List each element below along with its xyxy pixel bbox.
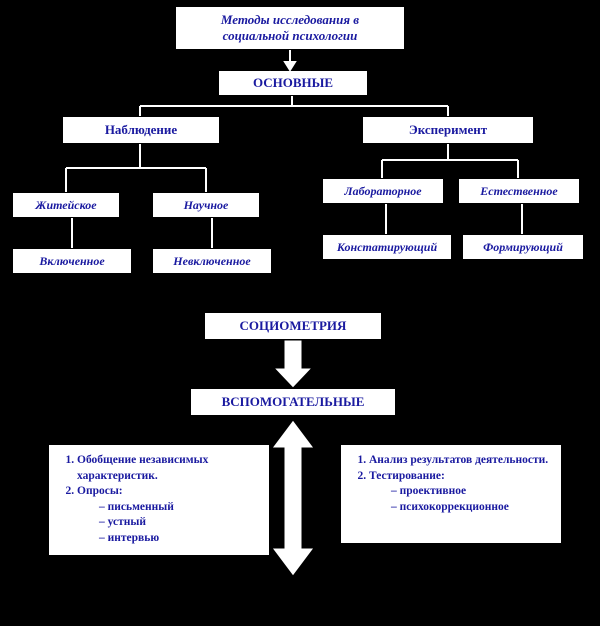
list-left-sub-1: письменный bbox=[99, 500, 259, 516]
node-root: Методы исследования всоциальной психолог… bbox=[175, 6, 405, 50]
node-vklyuchennoe: Включенное bbox=[12, 248, 132, 274]
node-nablyudenie-label: Наблюдение bbox=[105, 122, 177, 138]
list-right-sub-1: проективное bbox=[391, 484, 551, 500]
node-osnovnye: ОСНОВНЫЕ bbox=[218, 70, 368, 96]
node-root-label: Методы исследования всоциальной психолог… bbox=[221, 12, 359, 45]
node-vspomogatelnye: ВСПОМОГАТЕЛЬНЫЕ bbox=[190, 388, 396, 416]
node-nevklyuchennoe-label: Невключенное bbox=[173, 254, 250, 269]
list-right-item-2-label: Тестирование: bbox=[369, 470, 445, 482]
node-konstatiruyushchiy: Констатирующий bbox=[322, 234, 452, 260]
node-nauchnoe: Научное bbox=[152, 192, 260, 218]
node-estestvennoe-label: Естественное bbox=[480, 184, 558, 199]
node-eksperiment: Эксперимент bbox=[362, 116, 534, 144]
list-right-sub-2: психокоррекционное bbox=[391, 500, 551, 516]
list-right: Анализ результатов деятельности. Тестиро… bbox=[340, 444, 562, 544]
list-right-item-2-sub: проективное психокоррекционное bbox=[391, 484, 551, 515]
node-nauchnoe-label: Научное bbox=[184, 198, 229, 213]
list-left-item-1: Обобщение независимых характеристик. bbox=[77, 453, 259, 484]
node-formiruyushchiy: Формирующий bbox=[462, 234, 584, 260]
node-zhiteyskoe: Житейское bbox=[12, 192, 120, 218]
node-osnovnye-label: ОСНОВНЫЕ bbox=[253, 75, 333, 91]
node-laboratornoe-label: Лабораторное bbox=[344, 184, 421, 199]
list-right-item-1: Анализ результатов деятельности. bbox=[369, 453, 551, 469]
node-nablyudenie: Наблюдение bbox=[62, 116, 220, 144]
node-vklyuchennoe-label: Включенное bbox=[39, 254, 104, 269]
list-right-ol: Анализ результатов деятельности. Тестиро… bbox=[369, 453, 551, 515]
node-eksperiment-label: Эксперимент bbox=[409, 122, 487, 138]
node-konstatiruyushchiy-label: Констатирующий bbox=[337, 240, 437, 255]
list-left: Обобщение независимых характеристик. Опр… bbox=[48, 444, 270, 556]
node-sociometriya: СОЦИОМЕТРИЯ bbox=[204, 312, 382, 340]
list-left-item-2-sub: письменный устный интервью bbox=[99, 500, 259, 547]
list-left-ol: Обобщение независимых характеристик. Опр… bbox=[77, 453, 259, 546]
list-left-item-2: Опросы: письменный устный интервью bbox=[77, 484, 259, 546]
node-sociometriya-label: СОЦИОМЕТРИЯ bbox=[240, 318, 347, 334]
node-zhiteyskoe-label: Житейское bbox=[35, 198, 96, 213]
node-laboratornoe: Лабораторное bbox=[322, 178, 444, 204]
node-formiruyushchiy-label: Формирующий bbox=[483, 240, 563, 255]
list-right-item-2: Тестирование: проективное психокоррекцио… bbox=[369, 469, 551, 516]
list-left-sub-3: интервью bbox=[99, 531, 259, 547]
node-estestvennoe: Естественное bbox=[458, 178, 580, 204]
list-left-sub-2: устный bbox=[99, 515, 259, 531]
node-nevklyuchennoe: Невключенное bbox=[152, 248, 272, 274]
node-vspomogatelnye-label: ВСПОМОГАТЕЛЬНЫЕ bbox=[222, 394, 365, 410]
list-left-item-2-label: Опросы: bbox=[77, 485, 123, 497]
